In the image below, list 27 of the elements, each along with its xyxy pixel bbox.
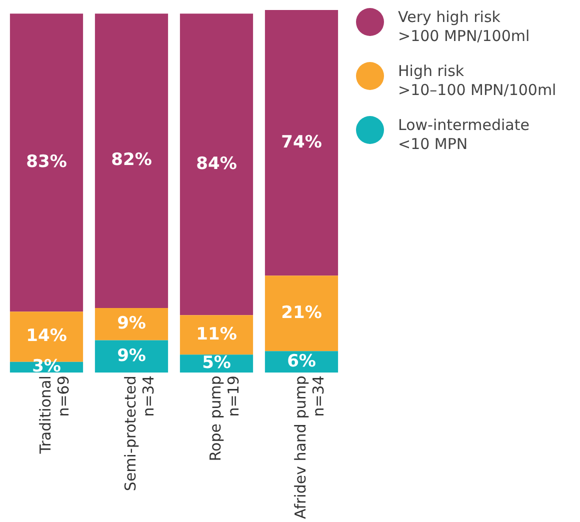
data-label: 84% [196,154,237,174]
x-tick-label: Traditional n=69 [36,376,72,455]
bar [10,14,84,312]
bar [94,308,168,340]
data-label: 9% [117,314,146,334]
bar [264,276,338,352]
legend-label: Low-intermediate <10 MPN [398,116,530,154]
x-tick-label: Semi-protected n=34 [121,376,158,492]
data-label: 82% [111,150,152,170]
data-label: 21% [281,302,322,323]
data-label: 9% [117,346,146,366]
bar [264,10,338,276]
data-label: 11% [196,324,237,344]
legend-label: High risk >10–100 MPN/100ml [398,62,556,100]
data-label: 3% [32,356,61,377]
data-label: 74% [281,132,322,152]
data-label: 6% [287,351,316,372]
data-label: 83% [26,152,67,172]
bar [180,14,254,316]
data-label: 14% [26,326,67,346]
x-tick-label: Afridev hand pump n=34 [291,376,328,520]
bar [94,14,168,308]
x-tick-label: Rope pump n=19 [206,376,242,462]
bar [180,315,254,355]
legend-label: Very high risk >100 MPN/100ml [398,8,530,46]
bar [94,340,168,373]
data-label: 5% [202,353,231,374]
